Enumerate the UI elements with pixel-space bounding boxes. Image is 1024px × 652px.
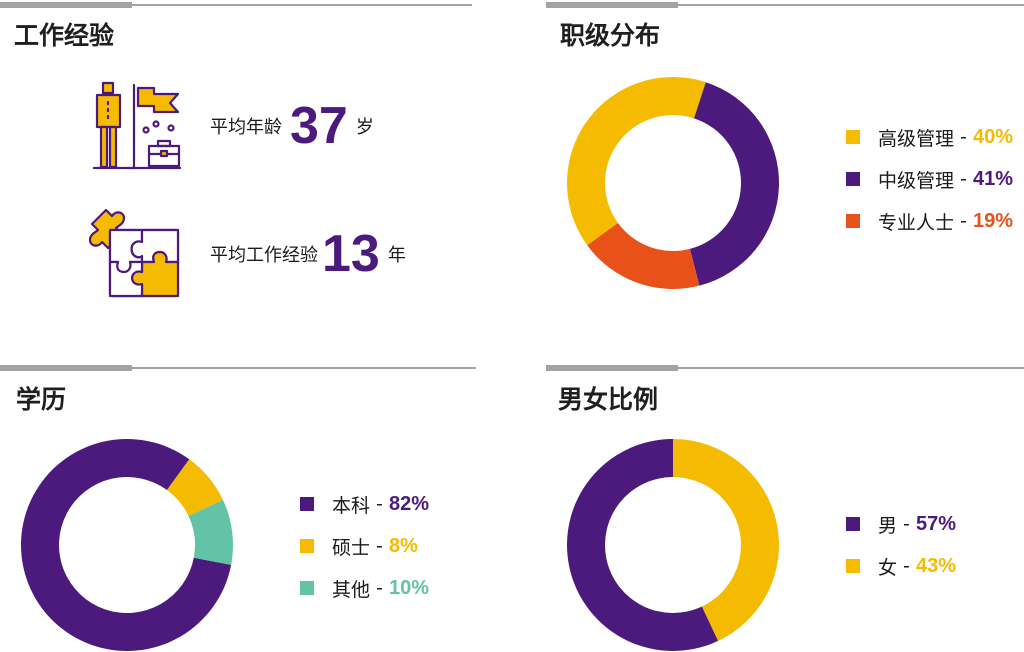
- section-divider-thick: [546, 365, 678, 371]
- education-title: 学历: [16, 385, 67, 414]
- section-divider-thick: [546, 2, 678, 8]
- rank-legend-separator: -: [954, 210, 973, 232]
- person-flag-briefcase-icon: [92, 81, 182, 170]
- education-legend-separator: -: [370, 577, 389, 599]
- education-slice-1: [21, 439, 232, 651]
- rank-legend-swatch: [846, 214, 860, 228]
- education-legend: 本科 - 82% 硕士 - 8% 其他 - 10%: [300, 483, 429, 609]
- average-age-stat: 平均年龄 37 岁: [210, 100, 374, 152]
- gender-legend-swatch: [846, 517, 860, 531]
- education-donut: [21, 439, 234, 651]
- rank-slice-1: [567, 77, 706, 246]
- rank-slice-3: [587, 222, 700, 289]
- section-divider-thin: [132, 4, 472, 6]
- average-age-label: 平均年龄: [210, 117, 282, 138]
- rank-legend-swatch: [846, 172, 860, 186]
- education-legend-name: 本科: [332, 494, 371, 517]
- education-legend-name: 其他: [332, 578, 371, 601]
- gender-legend-percent: 43%: [915, 554, 956, 577]
- rank-legend-percent: 19%: [972, 209, 1013, 232]
- rank-slice-2: [689, 82, 779, 286]
- section-divider-thin: [678, 367, 1024, 369]
- gender-legend-name: 女: [878, 556, 898, 579]
- section-divider-thick: [0, 2, 132, 8]
- education-legend-percent: 8%: [388, 534, 418, 557]
- rank-legend-name: 专业人士: [878, 211, 955, 234]
- rank-distribution-title: 职级分布: [560, 21, 661, 50]
- education-legend-percent: 82%: [388, 492, 429, 515]
- education-slice-2: [166, 459, 223, 517]
- average-age-value: 37: [290, 97, 348, 155]
- section-divider-thick: [0, 365, 132, 371]
- rank-distribution-legend: 高级管理 - 40% 中级管理 - 41% 专业人士 - 19%: [846, 116, 1013, 242]
- average-experience-unit: 年: [387, 245, 406, 266]
- education-legend-swatch: [300, 497, 314, 511]
- education-legend-item: 硕士 - 8%: [300, 525, 429, 567]
- gender-ratio-donut: [567, 439, 779, 651]
- gender-legend-item: 男 - 57%: [846, 503, 956, 545]
- gender-legend-swatch: [846, 559, 860, 573]
- gender-slice-2: [673, 439, 779, 641]
- section-divider-thin: [132, 367, 476, 369]
- rank-legend-swatch: [846, 130, 860, 144]
- gender-legend-separator: -: [897, 555, 916, 577]
- education-legend-percent: 10%: [388, 576, 429, 599]
- section-divider-thin: [678, 4, 1024, 6]
- education-slice-3: [188, 499, 234, 565]
- puzzle-icon: [88, 208, 180, 298]
- rank-legend-item: 高级管理 - 40%: [846, 116, 1013, 158]
- education-legend-swatch: [300, 539, 314, 553]
- education-legend-item: 其他 - 10%: [300, 567, 429, 609]
- gender-legend-item: 女 - 43%: [846, 545, 956, 587]
- rank-legend-separator: -: [954, 168, 973, 190]
- rank-legend-item: 中级管理 - 41%: [846, 158, 1013, 200]
- rank-distribution-donut: [567, 77, 779, 289]
- gender-ratio-legend: 男 - 57% 女 - 43%: [846, 503, 956, 587]
- average-experience-value: 13: [322, 225, 380, 283]
- rank-legend-separator: -: [954, 126, 973, 148]
- rank-legend-name: 中级管理: [878, 169, 955, 192]
- average-experience-stat: 平均工作经验 13 年: [210, 228, 406, 280]
- education-legend-item: 本科 - 82%: [300, 483, 429, 525]
- rank-legend-percent: 41%: [972, 167, 1013, 190]
- average-age-unit: 岁: [355, 117, 374, 138]
- gender-legend-separator: -: [897, 513, 916, 535]
- average-experience-label: 平均工作经验: [210, 245, 318, 266]
- education-legend-separator: -: [370, 535, 389, 557]
- gender-ratio-title: 男女比例: [558, 385, 659, 414]
- education-legend-name: 硕士: [332, 536, 371, 559]
- rank-legend-percent: 40%: [972, 125, 1013, 148]
- education-legend-swatch: [300, 581, 314, 595]
- work-experience-title: 工作经验: [14, 21, 115, 50]
- gender-legend-name: 男: [878, 514, 898, 537]
- gender-slice-1: [567, 439, 719, 651]
- rank-legend-item: 专业人士 - 19%: [846, 200, 1013, 242]
- education-legend-separator: -: [370, 493, 389, 515]
- rank-legend-name: 高级管理: [878, 127, 955, 150]
- gender-legend-percent: 57%: [915, 512, 956, 535]
